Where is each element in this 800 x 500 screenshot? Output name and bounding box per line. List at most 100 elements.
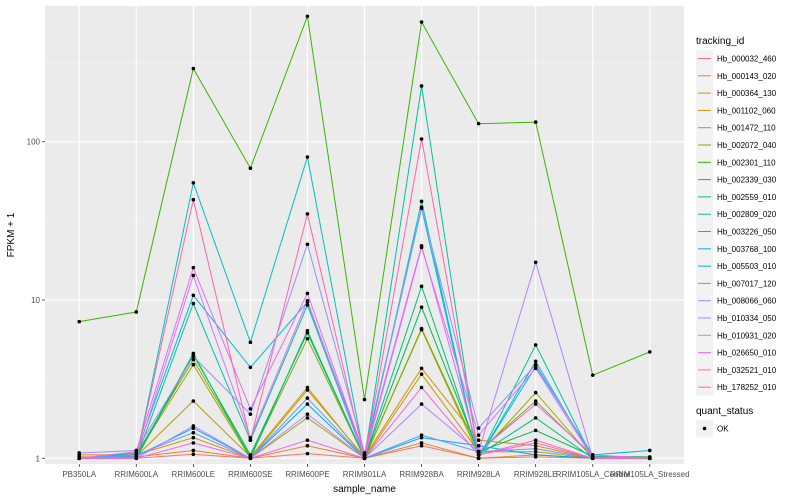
x-tick-label: RRIM600PE — [285, 470, 329, 479]
data-point — [305, 396, 310, 400]
legend-label: Hb_010334_050 — [717, 314, 777, 323]
x-tick-label: RRIM901LA — [343, 470, 387, 479]
legend-label: Hb_002301_110 — [717, 158, 776, 167]
x-tick-label: RRIM105LA_Stressed — [610, 470, 690, 479]
y-tick-label: 1 — [36, 454, 41, 463]
data-point — [419, 435, 424, 440]
data-point — [77, 451, 82, 455]
data-point — [419, 443, 424, 448]
data-point — [419, 385, 424, 390]
legend-label: Hb_000032_460 — [717, 55, 777, 64]
y-tick-label: 10 — [31, 296, 40, 305]
data-point — [533, 443, 538, 448]
data-point — [419, 305, 424, 310]
data-point — [419, 366, 424, 371]
data-point — [134, 456, 139, 461]
legend-label: Hb_000143_020 — [717, 72, 777, 81]
x-tick-label: RRIM105LA_Control — [556, 470, 630, 479]
legend-title: tracking_id — [696, 36, 744, 47]
data-point — [191, 430, 196, 435]
data-point — [305, 388, 310, 392]
data-point — [419, 84, 424, 88]
data-point — [134, 449, 139, 454]
x-axis-title: sample_name — [333, 484, 396, 495]
data-point — [305, 412, 310, 416]
data-point — [305, 14, 310, 19]
data-point — [191, 180, 196, 185]
data-point — [419, 199, 424, 204]
x-axis: PB350LA RRIM600LA RRIM600LE RRIM600SE RRIM60… — [62, 464, 690, 479]
legend-label: Hb_026650_010 — [717, 349, 777, 358]
data-point — [77, 319, 82, 324]
data-point — [191, 301, 196, 306]
data-point — [191, 66, 196, 71]
legend-label: Hb_002809_020 — [717, 210, 777, 219]
data-point — [305, 212, 310, 216]
data-point — [305, 402, 310, 406]
data-point — [533, 366, 538, 371]
data-point — [305, 385, 310, 390]
data-point — [248, 453, 253, 457]
data-point — [305, 298, 310, 303]
legend-label: Hb_000364_130 — [717, 89, 777, 98]
data-point — [248, 166, 253, 171]
data-point — [191, 448, 196, 453]
data-point — [305, 155, 310, 159]
data-point — [419, 205, 424, 210]
data-point — [476, 456, 481, 461]
legend-label: Hb_003768_100 — [717, 245, 777, 254]
x-tick-label: RRIM928LA — [457, 470, 501, 479]
data-point — [533, 260, 538, 265]
data-point — [248, 438, 253, 443]
data-point — [476, 433, 481, 437]
ok-point-icon — [702, 426, 707, 431]
data-point — [362, 453, 367, 457]
data-point — [533, 438, 538, 443]
data-point — [248, 456, 253, 461]
data-point — [248, 407, 253, 411]
data-point — [533, 428, 538, 433]
x-tick-label: PB350LA — [62, 470, 96, 479]
shape-legend-label: OK — [717, 425, 729, 434]
data-point — [77, 456, 82, 461]
data-point — [533, 416, 538, 420]
data-point — [248, 340, 253, 345]
data-point — [191, 399, 196, 403]
x-tick-label: RRIM928BA — [399, 470, 444, 479]
shape-legend-title: quant_status — [696, 406, 753, 417]
x-tick-label: RRIM928LE — [514, 470, 558, 479]
data-point — [533, 399, 538, 403]
data-point — [191, 354, 196, 359]
legend-label: Hb_032521_010 — [717, 366, 777, 375]
legend-label: Hb_003226_050 — [717, 228, 777, 237]
legend-label: Hb_001472_110 — [717, 124, 776, 133]
legend-label: Hb_002559_010 — [717, 193, 777, 202]
data-point — [305, 291, 310, 296]
data-point — [191, 197, 196, 202]
data-point — [191, 351, 196, 356]
legend-label: Hb_010931_020 — [717, 331, 777, 340]
data-point — [533, 362, 538, 367]
data-point — [191, 273, 196, 278]
data-point — [419, 137, 424, 141]
data-point — [476, 438, 481, 443]
data-point — [191, 452, 196, 457]
legend-label: Hb_178252_010 — [717, 383, 777, 392]
data-points — [77, 14, 652, 461]
data-point — [476, 121, 481, 126]
legend-label: Hb_007017_120 — [717, 279, 777, 288]
legend-items: Hb_000032_460 Hb_000143_020 Hb_000364_130 H… — [696, 50, 777, 396]
data-point — [419, 326, 424, 331]
data-point — [476, 449, 481, 454]
data-point — [647, 456, 652, 461]
data-point — [590, 453, 595, 457]
data-point — [305, 303, 310, 307]
x-tick-label: RRIM600LE — [172, 470, 216, 479]
data-point — [533, 441, 538, 445]
data-point — [419, 433, 424, 437]
legend: tracking_id Hb_000032_460Hb_000143_020Hb… — [696, 36, 777, 437]
data-point — [533, 449, 538, 454]
data-point — [476, 443, 481, 448]
x-tick-label: RRIM600LA — [114, 470, 158, 479]
